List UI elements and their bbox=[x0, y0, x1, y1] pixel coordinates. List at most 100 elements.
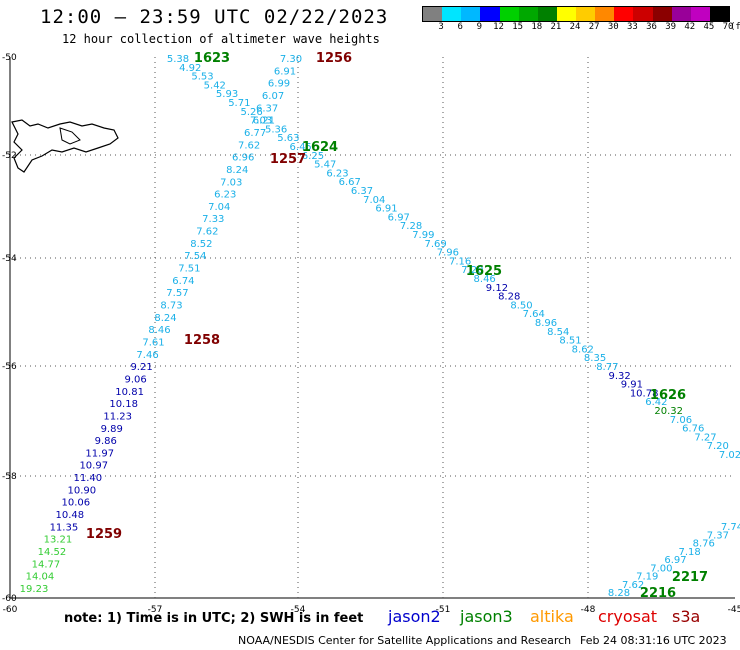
colorbar-swatch bbox=[595, 7, 615, 21]
colorbar-swatch bbox=[480, 7, 500, 21]
legend-altika: altika bbox=[530, 607, 574, 626]
swh-value-track-b: 6.96 bbox=[232, 153, 254, 164]
swh-value-track-a: 6.25 bbox=[302, 151, 324, 162]
wave-height-colorbar bbox=[422, 6, 730, 22]
colorbar-tick: 3 bbox=[438, 22, 444, 32]
swh-value-track-c: 7.37 bbox=[707, 530, 729, 541]
swh-value-track-b: 10.90 bbox=[67, 485, 96, 496]
colorbar-tick: 30 bbox=[607, 22, 619, 32]
swh-value-track-b: 7.57 bbox=[166, 288, 188, 299]
swh-value-track-b: 6.23 bbox=[214, 190, 236, 201]
swh-value-track-a: 5.53 bbox=[191, 72, 213, 83]
swh-value-track-c: 8.28 bbox=[608, 588, 630, 599]
swh-value-track-b: 8.52 bbox=[190, 239, 212, 250]
colorbar-tick: 36 bbox=[646, 22, 657, 32]
swh-value-track-a: 6.97 bbox=[388, 212, 410, 223]
legend-s3a: s3a bbox=[672, 607, 701, 626]
colorbar-tick: 33 bbox=[626, 22, 638, 32]
lat-tick-label: -58 bbox=[2, 472, 17, 482]
swh-value-track-b: 6.74 bbox=[172, 276, 194, 287]
swh-value-track-a: 5.47 bbox=[314, 160, 336, 171]
lon-tick-label: -60 bbox=[3, 605, 18, 615]
swh-value-track-b: 19.23 bbox=[20, 584, 49, 595]
swh-value-track-b: 9.21 bbox=[130, 362, 152, 373]
swh-value-track-a: 10.78 bbox=[630, 388, 659, 399]
swh-value-track-a: 5.42 bbox=[204, 80, 226, 91]
falkland-islands-outline bbox=[11, 119, 119, 173]
swh-value-track-b: 10.06 bbox=[62, 498, 91, 509]
swh-value-track-c: 7.00 bbox=[650, 563, 672, 574]
pass-number-label: 1259 bbox=[86, 527, 122, 542]
colorbar-tick: 9 bbox=[476, 22, 483, 32]
lat-tick-label: -60 bbox=[2, 594, 17, 604]
footer-note: note: 1) Time is in UTC; 2) SWH is in fe… bbox=[64, 611, 364, 626]
legend-cryosat: cryosat bbox=[598, 607, 658, 626]
lon-tick-label: -54 bbox=[291, 605, 306, 615]
swh-value-track-a: 6.67 bbox=[339, 177, 361, 188]
colorbar-swatch bbox=[518, 7, 538, 21]
swh-value-track-a: 9.32 bbox=[608, 371, 630, 382]
swh-value-track-b: 7.04 bbox=[208, 202, 230, 213]
swh-value-track-a: 8.46 bbox=[474, 274, 496, 285]
colorbar-tick: 15 bbox=[512, 22, 524, 32]
lon-tick-label: -45 bbox=[728, 605, 740, 615]
pass-number-label: 2216 bbox=[640, 586, 676, 601]
colorbar-tick: 42 bbox=[684, 22, 696, 32]
pass-number-label: 1623 bbox=[194, 51, 230, 66]
swh-value-track-b: 7.46 bbox=[136, 350, 158, 361]
swh-value-track-a: 7.04 bbox=[363, 195, 385, 206]
swh-value-track-b: 14.52 bbox=[38, 547, 67, 558]
swh-value-track-a: 8.51 bbox=[559, 336, 581, 347]
pass-number-label: 1624 bbox=[302, 140, 338, 155]
swh-value-track-a: 7.64 bbox=[523, 309, 545, 320]
swh-value-track-a: 7.96 bbox=[437, 248, 459, 259]
swh-value-track-a: 8.28 bbox=[498, 292, 520, 303]
colorbar-tick-labels: 3 6 9 12 15 18 21 24 27 30 33 36 39 42 45 70 bbox=[422, 22, 733, 34]
swh-value-track-a: 7.99 bbox=[412, 230, 434, 241]
colorbar-swatch bbox=[576, 7, 596, 21]
swh-value-track-a: 7.27 bbox=[694, 432, 716, 443]
colorbar-swatch bbox=[537, 7, 557, 21]
swh-value-track-b: 9.89 bbox=[101, 424, 123, 435]
lon-tick-label: -51 bbox=[436, 605, 451, 615]
lat-tick-label: -52 bbox=[2, 151, 17, 161]
swh-value-track-a: 7.06 bbox=[670, 415, 692, 426]
swh-value-track-a: 8.54 bbox=[547, 327, 569, 338]
swh-value-track-a: 8.50 bbox=[510, 300, 532, 311]
swh-value-track-a: 7.16 bbox=[449, 256, 471, 267]
swh-value-track-c: 7.74 bbox=[721, 522, 740, 533]
colorbar-tick: 39 bbox=[665, 22, 677, 32]
colorbar-swatch bbox=[423, 7, 443, 21]
swh-value-track-a: 8.96 bbox=[535, 318, 557, 329]
swh-value-track-b: 7.30 bbox=[280, 54, 302, 65]
swh-value-track-c: 7.62 bbox=[622, 580, 644, 591]
colorbar-swatch bbox=[671, 7, 691, 21]
map-subtitle: 12 hour collection of altimeter wave hei… bbox=[62, 32, 380, 46]
swh-value-track-b: 7.62 bbox=[238, 140, 260, 151]
swh-value-track-a: 6.23 bbox=[326, 168, 348, 179]
colorbar-swatch bbox=[614, 7, 634, 21]
pass-number-label: 1625 bbox=[466, 264, 502, 279]
generation-timestamp: Feb 24 08:31:16 UTC 2023 bbox=[580, 634, 727, 647]
lon-tick-label: -57 bbox=[148, 605, 163, 615]
swh-value-track-b: 10.48 bbox=[56, 510, 85, 521]
colorbar-swatch bbox=[499, 7, 519, 21]
swh-value-track-b: 6.77 bbox=[244, 128, 266, 139]
swh-value-track-a: 5.38 bbox=[167, 54, 189, 65]
credit-text: NOAA/NESDIS Center for Satellite Applica… bbox=[238, 634, 572, 647]
swh-value-track-a: 6.21 bbox=[253, 116, 275, 127]
pass-number-label: 1256 bbox=[316, 51, 352, 66]
legend-jason3: jason3 bbox=[460, 607, 513, 626]
colorbar-tick: 18 bbox=[531, 22, 543, 32]
colorbar-swatch bbox=[652, 7, 672, 21]
pass-number-label: 1626 bbox=[650, 388, 686, 403]
swh-value-track-a: 5.93 bbox=[216, 89, 238, 100]
swh-value-track-a: 5.36 bbox=[265, 124, 287, 135]
swh-value-track-c: 8.76 bbox=[693, 539, 715, 550]
colorbar-unit: (ft) bbox=[730, 22, 740, 32]
colorbar-tick: 12 bbox=[493, 22, 504, 32]
swh-value-track-b: 13.21 bbox=[44, 535, 73, 546]
swh-value-track-b: 14.04 bbox=[26, 572, 55, 583]
